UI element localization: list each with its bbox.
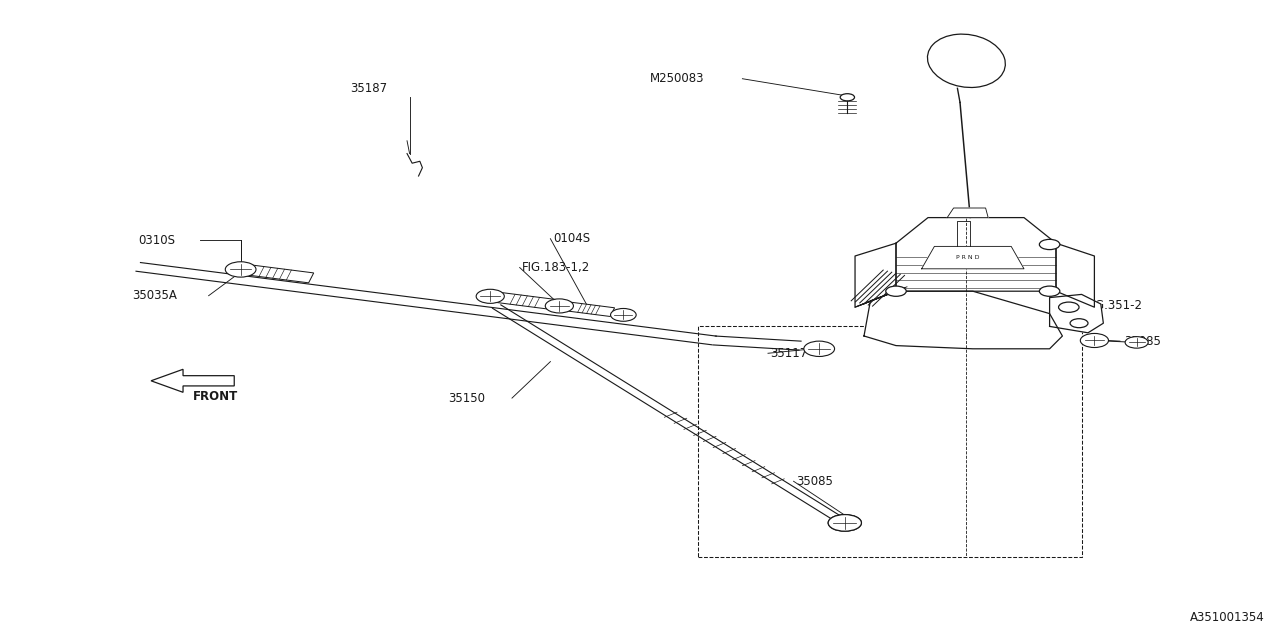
Circle shape — [886, 286, 906, 296]
Circle shape — [611, 308, 636, 321]
Text: M250083: M250083 — [650, 72, 705, 85]
Text: FRONT: FRONT — [193, 390, 238, 403]
Polygon shape — [237, 264, 314, 283]
Text: FIG.183-1,2: FIG.183-1,2 — [522, 261, 590, 274]
Circle shape — [1070, 319, 1088, 328]
Circle shape — [1080, 333, 1108, 348]
Text: FIG.351-2: FIG.351-2 — [1085, 300, 1143, 312]
Text: 35035A: 35035A — [132, 289, 177, 302]
Text: 35085: 35085 — [796, 475, 833, 488]
Circle shape — [828, 515, 861, 531]
Text: 0310S: 0310S — [138, 234, 175, 246]
Circle shape — [804, 341, 835, 356]
Text: A351001354: A351001354 — [1190, 611, 1265, 624]
Circle shape — [545, 299, 573, 313]
Polygon shape — [947, 208, 988, 218]
Text: 35150: 35150 — [448, 392, 485, 404]
Text: 35187: 35187 — [349, 82, 388, 95]
Polygon shape — [151, 369, 234, 392]
Circle shape — [225, 262, 256, 277]
Polygon shape — [490, 292, 559, 310]
Text: P R N D: P R N D — [956, 255, 979, 260]
Circle shape — [1059, 302, 1079, 312]
Text: 0104S: 0104S — [553, 232, 590, 245]
Ellipse shape — [928, 34, 1005, 88]
Polygon shape — [563, 302, 614, 316]
Circle shape — [840, 93, 855, 101]
Circle shape — [1125, 337, 1148, 348]
Polygon shape — [896, 218, 1056, 291]
Polygon shape — [922, 246, 1024, 269]
Polygon shape — [855, 243, 896, 307]
Text: 35085: 35085 — [1124, 335, 1161, 348]
Circle shape — [476, 289, 504, 303]
Circle shape — [1039, 286, 1060, 296]
Polygon shape — [1050, 294, 1103, 333]
Polygon shape — [1056, 243, 1094, 307]
Polygon shape — [864, 291, 1062, 349]
Circle shape — [828, 515, 861, 531]
Text: 35117: 35117 — [771, 347, 808, 360]
Circle shape — [1039, 239, 1060, 250]
